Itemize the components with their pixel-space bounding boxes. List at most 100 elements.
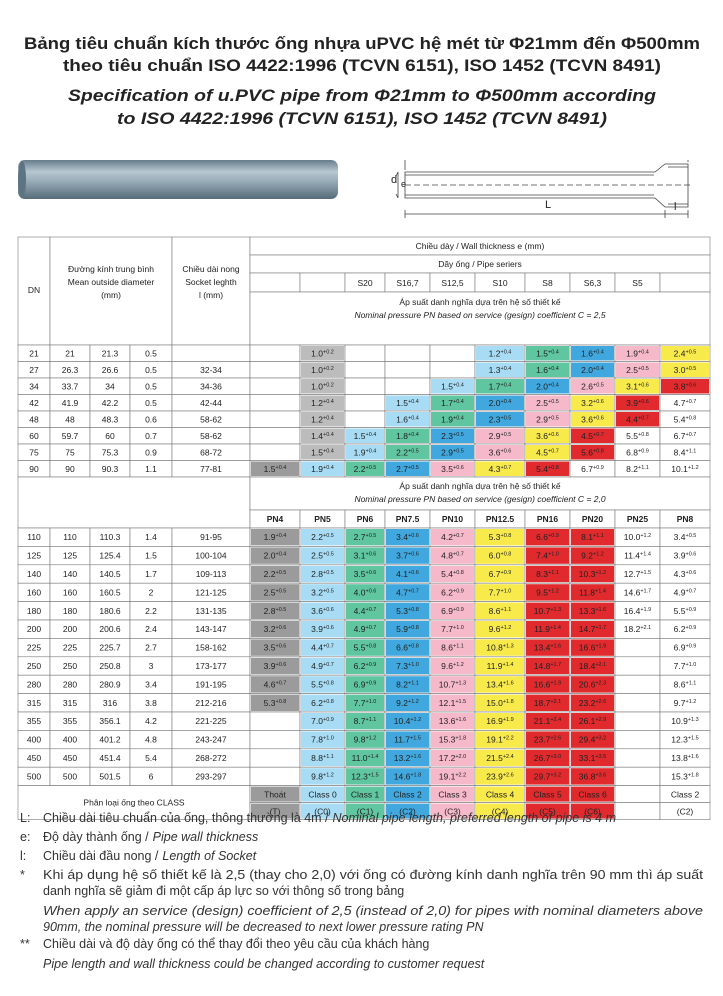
- thickness: 10.1: [671, 464, 688, 474]
- thickness: 6.7: [489, 569, 501, 579]
- cell-value: 3.2+0.6: [581, 398, 604, 408]
- tolerance: +1.4: [595, 588, 606, 594]
- cell-text: 75.3: [102, 447, 119, 457]
- cell-text: Class 3: [438, 790, 467, 800]
- tolerance: +0.8: [408, 625, 419, 631]
- cell-color: [571, 362, 614, 377]
- cell-value: 19.1+2.2: [486, 735, 513, 745]
- thickness: 2.9: [489, 431, 501, 441]
- note-mark: *: [20, 868, 25, 882]
- tolerance: +0.5: [275, 588, 286, 594]
- cell-color: [346, 529, 384, 546]
- cell-text: 280.9: [99, 679, 121, 689]
- tolerance: +0.6: [685, 382, 696, 388]
- thickness: 2.2: [354, 464, 366, 474]
- cell-text: 356.1: [99, 716, 121, 726]
- cell-value: 4.3+0.7: [489, 464, 512, 474]
- tolerance: +0.6: [275, 644, 286, 650]
- cell-value: 4.4+0.7: [354, 606, 377, 616]
- cell-text: 225.7: [99, 643, 121, 653]
- cell-text: 0.5: [145, 381, 157, 391]
- tolerance: +0.5: [323, 533, 334, 539]
- cell-text: PN16: [537, 514, 559, 524]
- cell-value: 3.2+0.5: [311, 587, 334, 597]
- note-mark: e:: [20, 830, 30, 844]
- cell-value: 7.7+1.0: [489, 587, 512, 597]
- tolerance: +1.4: [640, 552, 651, 558]
- cell-value: 23.9+2.6: [486, 771, 513, 781]
- tolerance: +1.7: [640, 588, 651, 594]
- cell-value: 5.6+0.8: [581, 447, 604, 457]
- cell-value: 10.7+1.3: [534, 606, 561, 616]
- tolerance: +0.4: [275, 533, 286, 539]
- cell-text: (C4): [492, 807, 509, 817]
- cell-text: 21.3: [102, 348, 119, 358]
- cell-color: [346, 803, 384, 819]
- cell-value: 3.5+0.6: [441, 464, 464, 474]
- cell-text: 75: [29, 447, 39, 457]
- tolerance: +0.6: [593, 415, 604, 421]
- thickness: 1.9: [311, 464, 323, 474]
- cell-color: [431, 786, 474, 802]
- thickness: 6.2: [354, 661, 366, 671]
- tolerance: +3.6: [595, 772, 606, 778]
- cell-text: (T): [270, 807, 281, 817]
- thickness: 11.9: [534, 624, 550, 634]
- note-en: Length of Socket: [162, 849, 256, 863]
- cell-color: [386, 428, 429, 443]
- cell-color: [386, 547, 429, 564]
- thickness: 3.1: [354, 551, 366, 561]
- cell-color: [476, 621, 524, 638]
- cell-value: 16.6+1.9: [534, 679, 561, 689]
- thickness: 13.8: [671, 753, 688, 763]
- cell-value: 4.4+0.7: [626, 414, 649, 424]
- table-cell: [344, 377, 386, 395]
- cell-color: [301, 768, 344, 785]
- thickness: 6.2: [674, 624, 686, 634]
- tolerance: +0.4: [408, 399, 419, 405]
- cell-color: [526, 676, 569, 693]
- thickness: 4.9: [354, 624, 366, 634]
- tolerance: +0.6: [408, 533, 419, 539]
- thickness: 16.4: [624, 606, 641, 616]
- cell-text: PN7.5: [396, 514, 420, 524]
- cell-value: 11.9+1.4: [487, 661, 514, 671]
- cell-value: 10.7+1.3: [439, 679, 466, 689]
- cell-value: 6.8+0.9: [626, 447, 649, 457]
- tolerance: +1.6: [455, 717, 466, 723]
- cell-color: [301, 639, 344, 656]
- thickness: 7.3: [396, 661, 408, 671]
- diagram-label: L: [545, 199, 551, 211]
- note-vi: danh nghĩa sẽ giảm đi một cấp áp lực so …: [43, 884, 404, 898]
- cell-text: 90: [29, 464, 39, 474]
- thickness: 16.6: [534, 679, 551, 689]
- cell-text: 4.8: [145, 735, 157, 745]
- cell-color: [661, 379, 709, 394]
- thickness: 2.7: [354, 532, 366, 542]
- cell-value: 3.1+0.6: [354, 551, 377, 561]
- thickness: 21.1: [534, 716, 551, 726]
- cell-value: 13.8+1.6: [671, 753, 698, 763]
- thickness: 29.4: [579, 735, 596, 745]
- thickness: 6.2: [441, 587, 453, 597]
- cell-value: 11.0+1.4: [352, 753, 379, 763]
- cell-value: 5.9+0.8: [396, 624, 419, 634]
- cell-color: [571, 602, 614, 619]
- tolerance: +0.8: [323, 680, 334, 686]
- cell-color: [301, 713, 344, 730]
- cell-value: 5.3+0.8: [396, 606, 419, 616]
- tolerance: +0.6: [500, 448, 511, 454]
- thickness: 3.0: [674, 365, 686, 375]
- cell-color: [526, 584, 569, 601]
- cell-text: 0.5: [145, 365, 157, 375]
- tolerance: +0.8: [323, 699, 334, 705]
- tolerance: +0.6: [365, 570, 376, 576]
- cell-text: Chiều dày / Wall thickness e (mm): [416, 241, 545, 251]
- cell-value: 5.5+0.8: [311, 679, 334, 689]
- cell-color: [251, 786, 299, 802]
- table-cell: [249, 394, 301, 412]
- thickness: 3.6: [581, 414, 593, 424]
- cell-text: S16,7: [396, 278, 418, 288]
- cell-text: 250: [63, 661, 77, 671]
- cell-color: [431, 657, 474, 675]
